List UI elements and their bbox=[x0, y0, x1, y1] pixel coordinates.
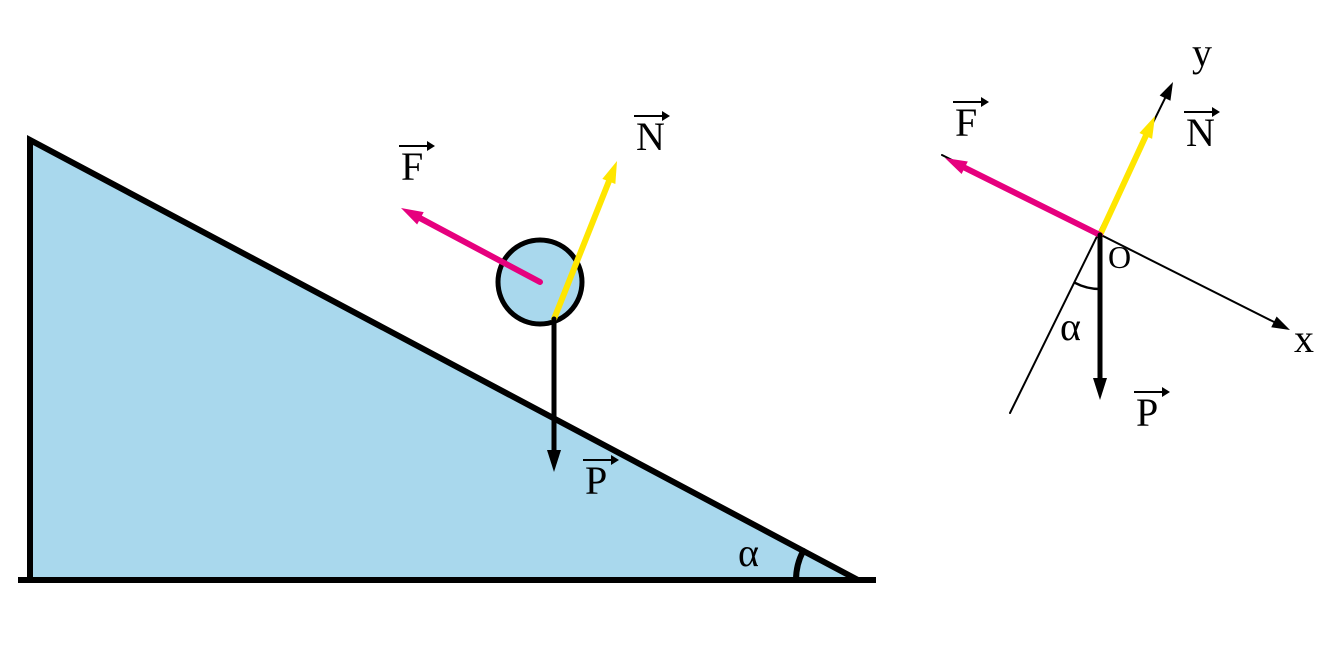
right-angle-arc bbox=[1075, 283, 1100, 289]
right-normal-label: N bbox=[1184, 107, 1220, 155]
x-axis-label: x bbox=[1294, 316, 1314, 361]
left-friction-label-text: F bbox=[401, 144, 423, 189]
left-friction-label: F bbox=[399, 141, 435, 189]
left-weight-label-text: P bbox=[585, 458, 607, 503]
incline-triangle bbox=[30, 140, 858, 580]
right-weight-label: P bbox=[1134, 387, 1170, 435]
incline-angle-label: α bbox=[738, 530, 759, 575]
right-normal-label-text: N bbox=[1186, 110, 1215, 155]
y-axis-label: y bbox=[1192, 30, 1212, 75]
right-normal-vector bbox=[1100, 128, 1149, 235]
left-normal-label-text: N bbox=[636, 114, 665, 159]
right-angle-label: α bbox=[1060, 304, 1081, 349]
right-weight-label-text: P bbox=[1136, 390, 1158, 435]
right-friction-label: F bbox=[953, 97, 989, 145]
origin-label: O bbox=[1108, 239, 1131, 275]
right-friction-label-text: F bbox=[955, 100, 977, 145]
right-friction-vector bbox=[957, 164, 1100, 235]
left-normal-label: N bbox=[634, 111, 670, 159]
